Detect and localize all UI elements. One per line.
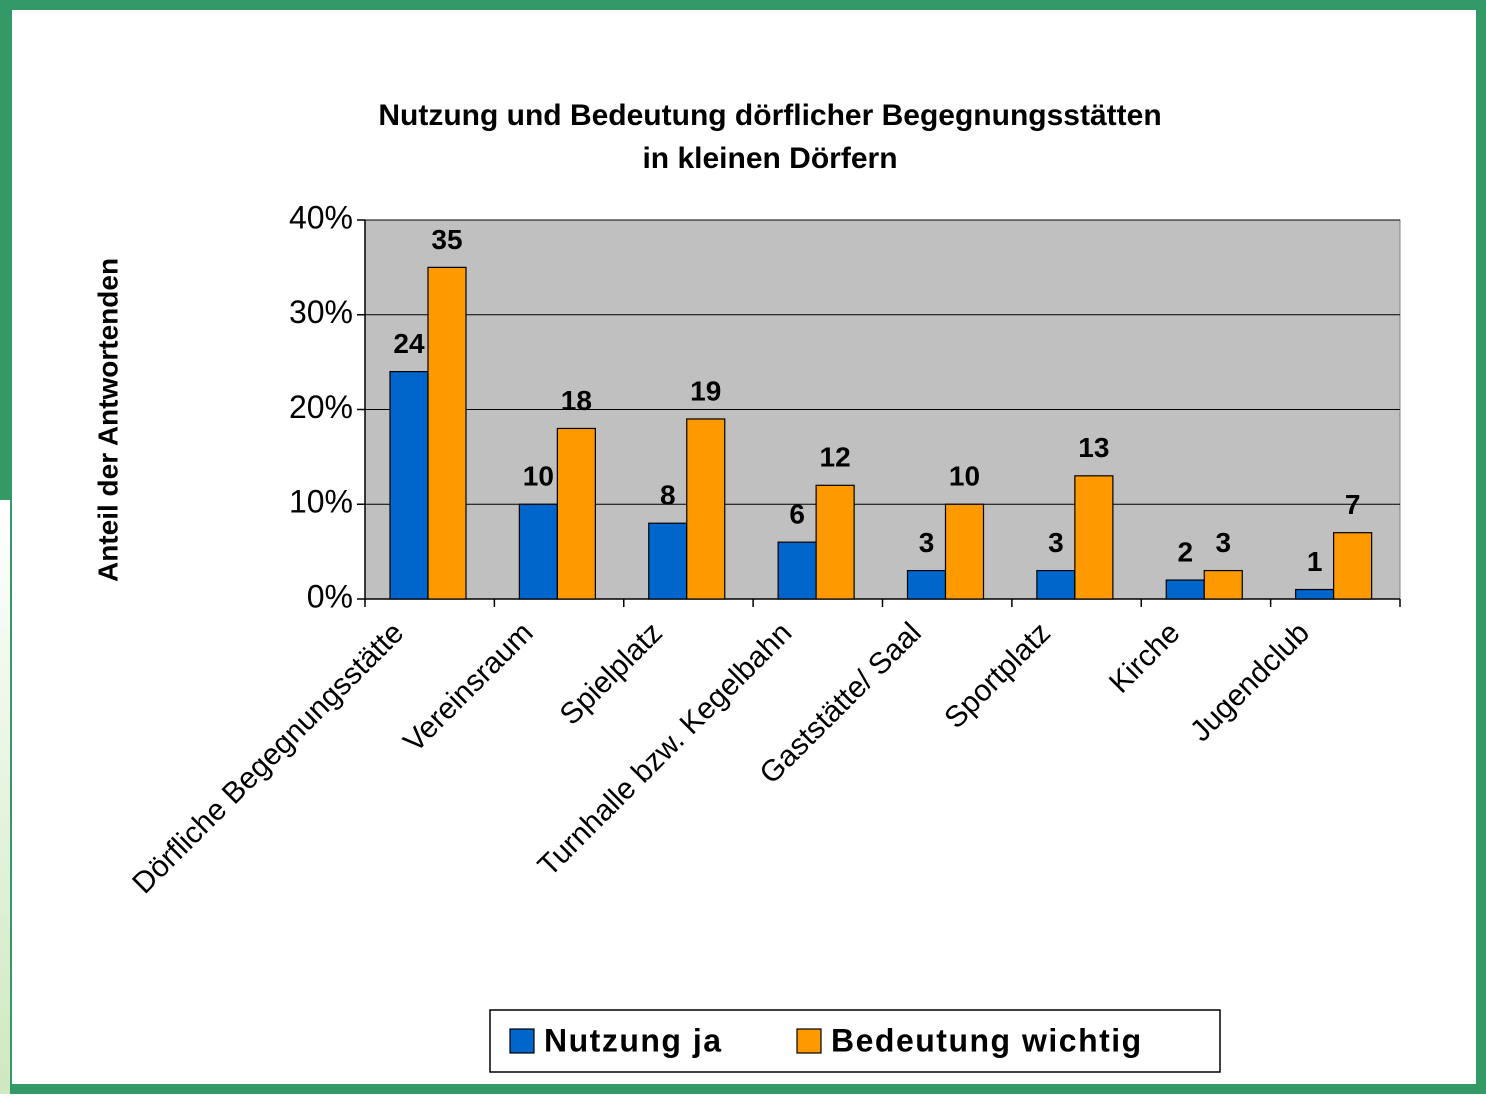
data-label: 2: [1177, 536, 1193, 567]
chart-title: Nutzung und Bedeutung dörflicher Begegnu…: [378, 99, 1161, 132]
data-label: 1: [1307, 546, 1323, 577]
bar: [1074, 475, 1114, 600]
bar: [1295, 588, 1335, 600]
bar: [815, 484, 855, 600]
legend-label: Bedeutung wichtig: [831, 1022, 1143, 1058]
bar: [777, 541, 817, 600]
data-label: 24: [393, 328, 425, 359]
data-label: 3: [1048, 527, 1064, 558]
bar: [518, 503, 558, 600]
y-tick-label: 10%: [289, 484, 353, 520]
data-label: 13: [1078, 432, 1109, 463]
data-label: 18: [561, 385, 592, 416]
bar: [1036, 569, 1076, 600]
bar: [906, 569, 947, 600]
legend: [489, 1009, 1221, 1073]
data-label: 3: [1215, 527, 1231, 558]
data-label: 19: [690, 375, 721, 406]
legend-swatch: [509, 1028, 535, 1054]
data-label: 10: [523, 461, 554, 492]
data-label: 10: [949, 461, 980, 492]
bar: [944, 503, 985, 600]
legend-swatch: [796, 1028, 822, 1054]
data-label: 3: [919, 527, 935, 558]
bar: [1165, 579, 1205, 600]
data-label: 8: [660, 480, 676, 511]
chart-title: in kleinen Dörfern: [642, 142, 897, 175]
data-label: 12: [820, 442, 851, 473]
y-tick-label: 40%: [289, 199, 353, 235]
bar: [1203, 569, 1243, 600]
bar: [686, 418, 726, 600]
y-tick-label: 30%: [289, 294, 353, 330]
data-label: 7: [1345, 489, 1361, 520]
bar: [389, 371, 429, 600]
y-axis-label: Anteil der Antwortenden: [92, 258, 123, 582]
data-label: 35: [431, 224, 462, 255]
bar: [1333, 532, 1373, 600]
bar: [427, 266, 467, 600]
bar: [556, 427, 596, 600]
y-tick-label: 20%: [289, 389, 353, 425]
frame-accent: [0, 500, 10, 1094]
legend-label: Nutzung ja: [544, 1022, 723, 1058]
bar: [648, 522, 688, 600]
data-label: 6: [789, 499, 805, 530]
y-tick-label: 0%: [307, 578, 353, 614]
